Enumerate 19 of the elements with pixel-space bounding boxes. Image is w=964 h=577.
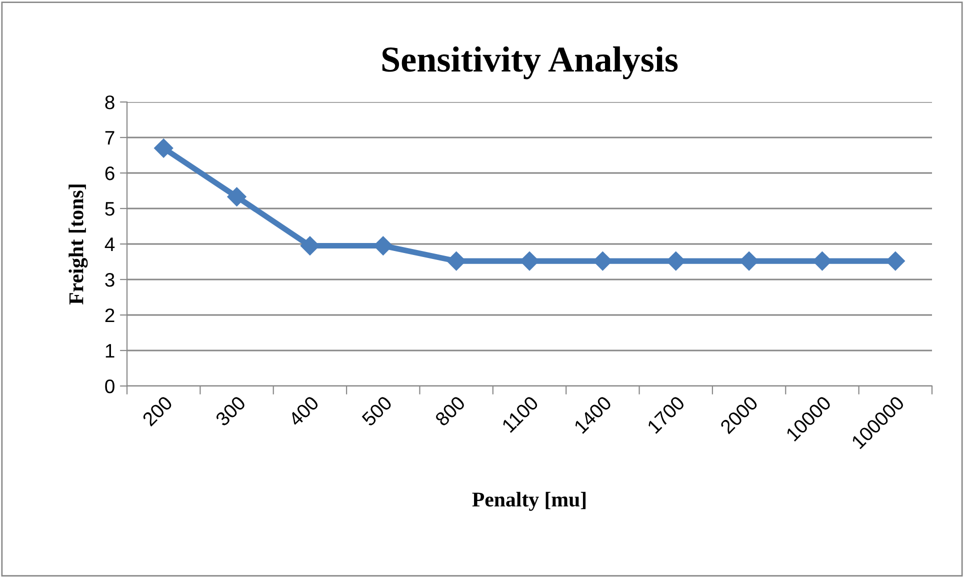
y-tick-label: 2 (105, 308, 114, 322)
x-axis-title: Penalty [mu] (472, 492, 586, 511)
x-tick-label: 500 (361, 395, 393, 427)
x-tick-label: 300 (214, 395, 246, 427)
point (227, 187, 246, 206)
y-tick-label: 0 (105, 379, 114, 394)
y-axis-title: Freight [tons] (68, 184, 88, 304)
y-tick-label: 3 (105, 272, 114, 287)
y-tick-label: 6 (105, 166, 114, 180)
chart-title: Sensitivity Analysis (382, 46, 678, 80)
y-tick-label: 1 (106, 344, 114, 358)
y-tick-label: 4 (104, 238, 115, 252)
x-tick-label: 800 (434, 395, 466, 427)
y-tick-label: 8 (105, 95, 114, 110)
y-tick-label: 7 (105, 131, 114, 145)
x-tick-label: 200 (142, 395, 174, 427)
y-tick-label: 5 (105, 202, 114, 216)
x-tick-label: 400 (288, 395, 320, 428)
point (154, 138, 174, 158)
